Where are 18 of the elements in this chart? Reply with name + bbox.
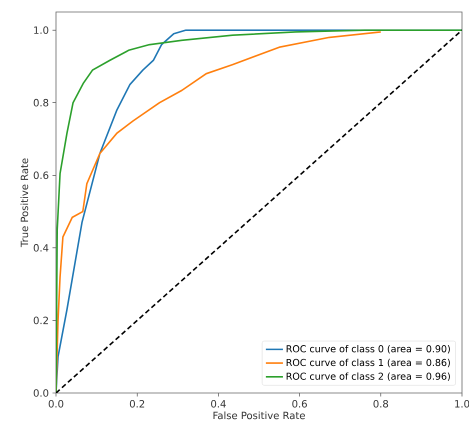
y-tick-label: 0.0 [34,389,48,397]
y-axis-title: True Positive Rate [20,158,28,248]
y-tick-label: 0.4 [34,244,48,252]
legend-label: ROC curve of class 0 (area = 0.90) [286,345,450,354]
x-axis-title: False Positive Rate [214,411,305,420]
line-series [56,29,462,393]
legend-label: ROC curve of class 2 (area = 0.96) [286,372,450,381]
x-tick-label: 0.8 [374,400,388,408]
y-tick-label: 1.0 [34,26,48,34]
x-tick-label: 0.2 [130,400,144,408]
legend-label: ROC curve of class 1 (area = 0.86) [286,358,450,368]
y-tick-label: 0.2 [34,316,48,324]
x-tick-label: 0.0 [48,400,64,408]
y-tick-label: 0.8 [34,98,48,106]
x-tick-label: 0.6 [292,400,307,408]
x-tick-label: 0.4 [211,400,226,408]
x-tick-label: 1.0 [455,400,469,408]
y-tick-label: 0.6 [34,171,48,180]
